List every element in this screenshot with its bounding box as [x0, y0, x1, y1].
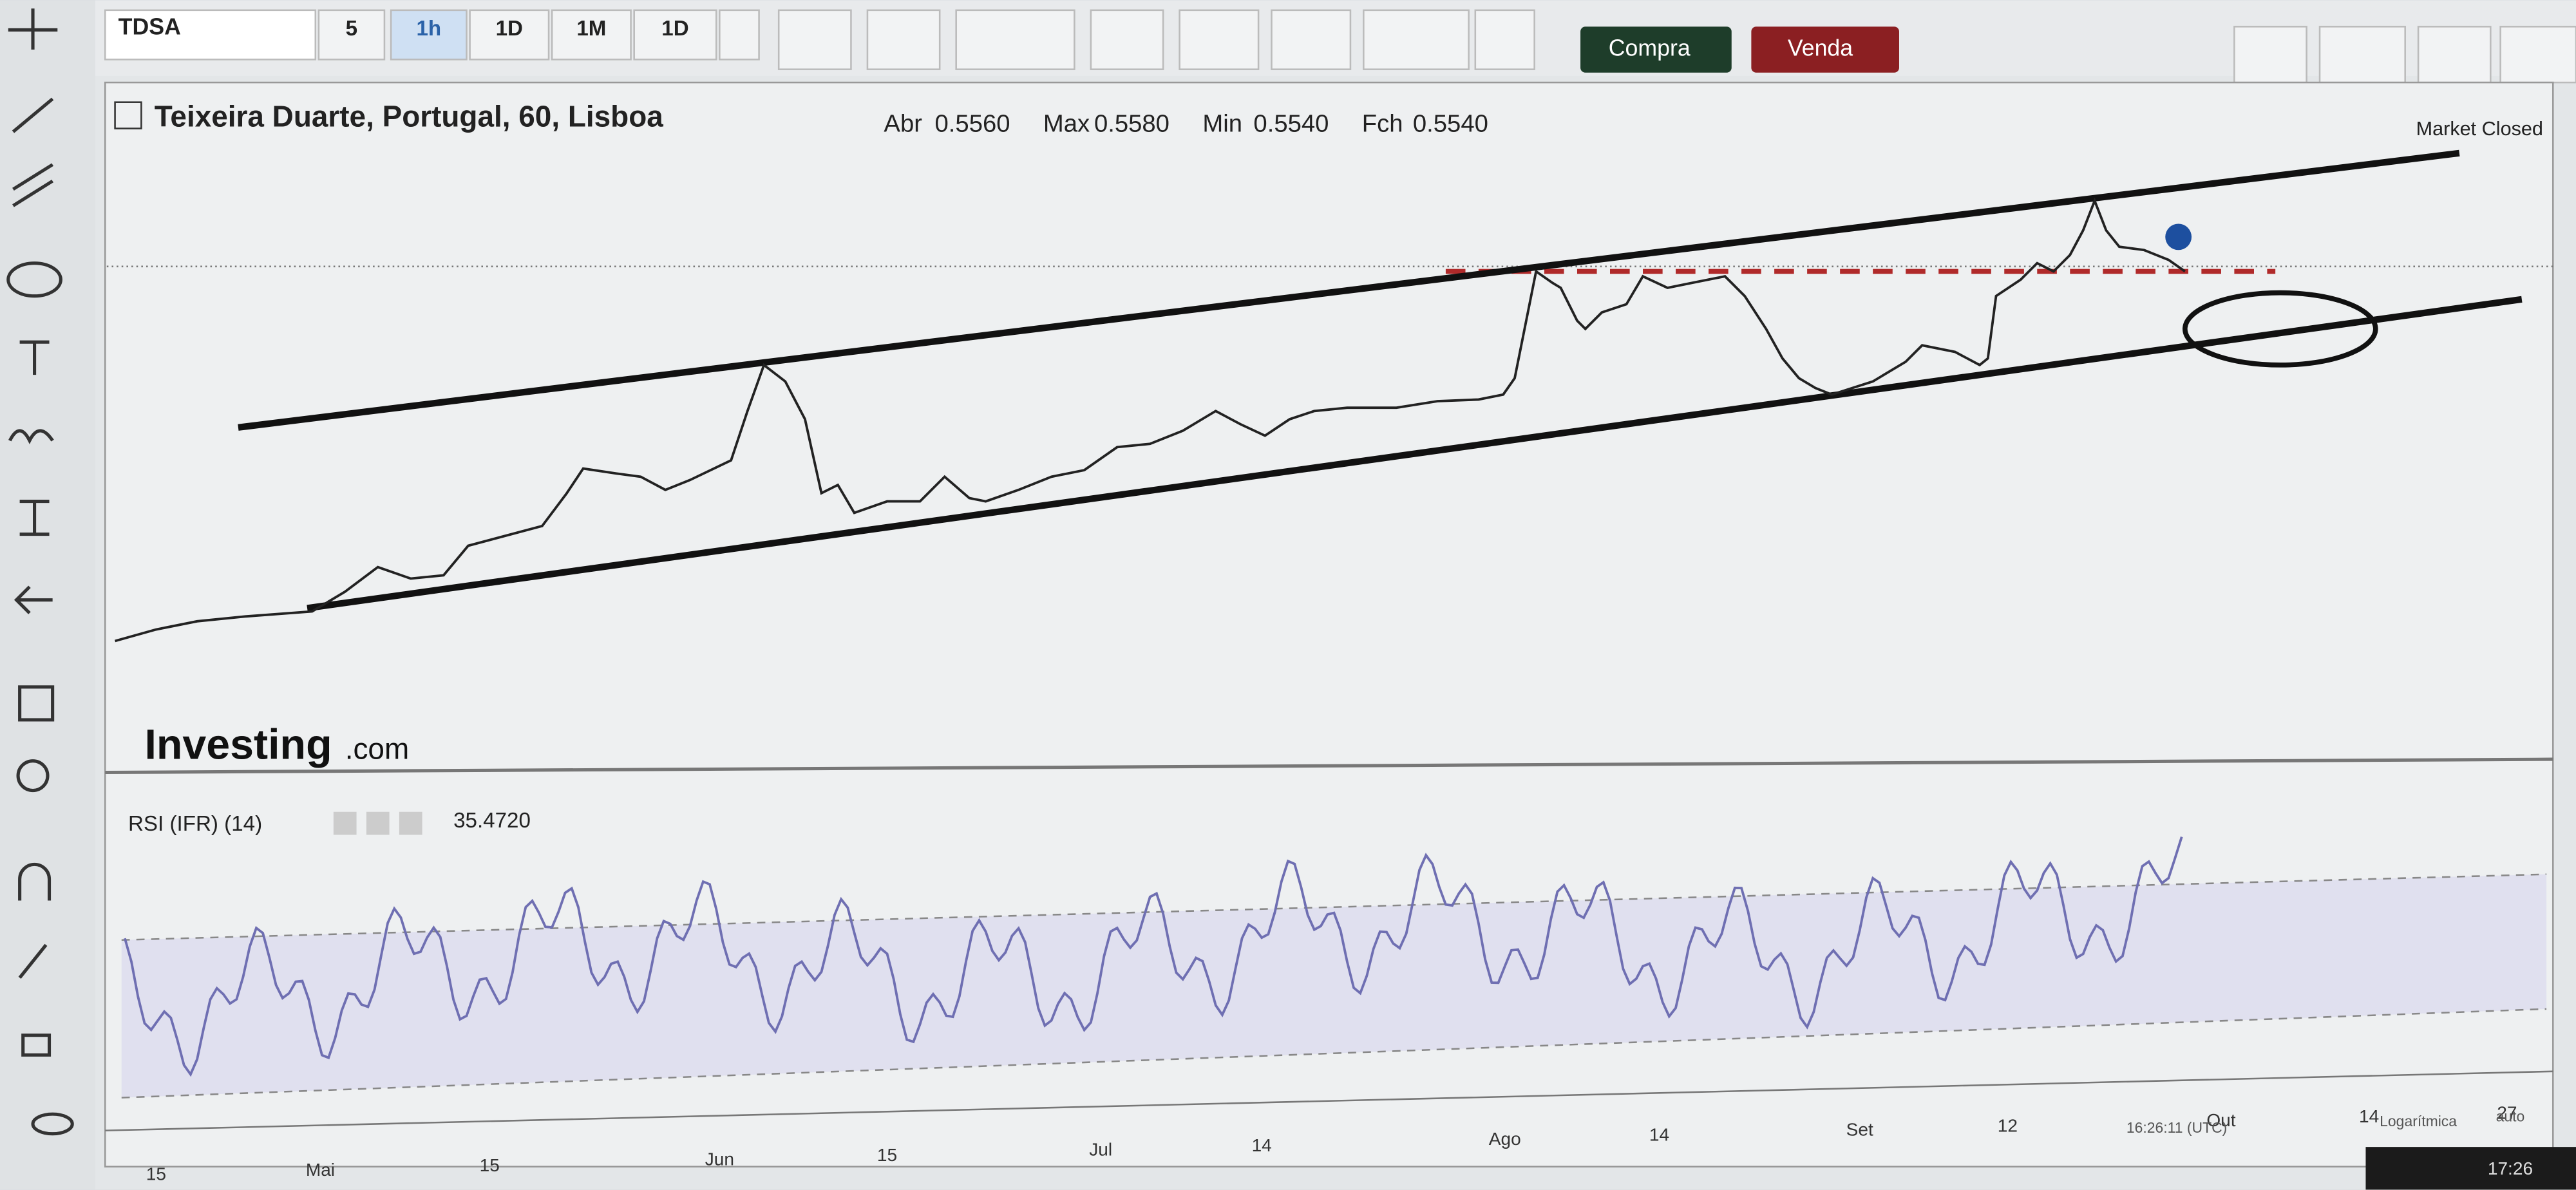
zoom-tool[interactable] — [16, 759, 50, 793]
area-button[interactable] — [866, 9, 941, 70]
chart-title: Teixeira Duarte, Portugal, 60, Lisboa — [155, 99, 663, 133]
indicators-button[interactable] — [1179, 9, 1260, 70]
cloud-down-button[interactable] — [2417, 26, 2492, 84]
ohlc-value: 0.5540 — [1413, 110, 1488, 138]
x-tick-label: Out — [2206, 1110, 2235, 1130]
clock: 17:26 — [2488, 1158, 2533, 1178]
cloud-up-button[interactable] — [2499, 26, 2576, 84]
ohlc-value: 0.5540 — [1253, 110, 1329, 138]
rsi-value: 35.4720 — [453, 809, 531, 833]
rsi-lower-level — [121, 1008, 2547, 1099]
pane-divider — [105, 757, 2553, 775]
alert-button[interactable] — [1474, 9, 1535, 70]
interval-label: 1D — [661, 17, 688, 41]
footer-time: 16:26:11 (UTC) — [2126, 1119, 2227, 1136]
buy-label: Compra — [1609, 35, 1690, 61]
interval-label: 1M — [576, 17, 606, 41]
magnet-tool[interactable] — [18, 862, 52, 901]
event-marker[interactable] — [2165, 223, 2192, 250]
ohlc-label: Min — [1202, 110, 1242, 138]
price-line — [115, 197, 2186, 643]
shape-tool[interactable] — [6, 261, 62, 298]
color-button[interactable] — [2318, 26, 2406, 84]
collapse-box[interactable] — [114, 101, 142, 129]
visibility-tool[interactable] — [31, 1112, 74, 1136]
settings-button[interactable] — [1090, 9, 1164, 70]
interval-button[interactable] — [317, 9, 386, 61]
x-tick-label: Jul — [1089, 1139, 1112, 1159]
x-tick-label: 27 — [2497, 1102, 2517, 1122]
ohlc-value: 0.5560 — [935, 110, 1010, 138]
interval-menu[interactable] — [719, 9, 760, 61]
market-status: Market Closed — [2416, 118, 2543, 140]
interval-button[interactable] — [390, 9, 468, 61]
x-tick-label: 15 — [146, 1164, 166, 1184]
rsi-band — [121, 874, 2547, 1098]
back-tool[interactable] — [14, 585, 53, 614]
measure-tool[interactable] — [19, 500, 50, 536]
sidebar — [0, 0, 95, 1190]
undo-redo-button[interactable] — [1363, 9, 1470, 70]
x-tick-label: 14 — [1252, 1135, 1272, 1155]
lock-drawing-tool[interactable] — [18, 943, 48, 979]
highlight-ellipse — [2183, 290, 2378, 368]
upper-trendline — [238, 149, 2460, 431]
interval-label: 5 — [346, 17, 357, 41]
interval-label: 1h — [416, 17, 441, 41]
channel-tool[interactable] — [12, 163, 53, 207]
ohlc-group: Abr 0.5560 Max 0.5580 Min 0.5540 Fch 0.5540 — [884, 110, 1488, 138]
x-tick-label: Mai — [306, 1160, 335, 1180]
interval-label: 1D — [496, 17, 523, 41]
symbol: TDSA — [118, 14, 181, 39]
lower-trendline — [307, 296, 2523, 612]
rsi-remove[interactable] — [399, 811, 422, 835]
x-tick-label: 14 — [1649, 1125, 1669, 1145]
toolbar-buttons — [777, 9, 2576, 84]
x-tick-label: 14 — [2359, 1106, 2379, 1126]
compare-button[interactable] — [1271, 9, 1352, 70]
x-tick-label: Jun — [705, 1149, 734, 1169]
ohlc-label: Fch — [1362, 110, 1403, 138]
interval-group: 5 1h 1D 1M 1D — [317, 9, 717, 61]
x-axis: 15 Mai 15 Jun 15 Jul 14 Ago 14 Set 12 Out 14 27 — [146, 1102, 2517, 1184]
sell-label: Venda — [1788, 35, 1853, 61]
interval-button[interactable] — [551, 9, 632, 61]
candle-button[interactable] — [777, 9, 852, 70]
sell-button[interactable] — [1751, 26, 1899, 73]
footer-auto[interactable]: auto — [2496, 1108, 2525, 1124]
indicators-tool[interactable] — [18, 685, 55, 722]
x-tick-label: 15 — [480, 1155, 500, 1175]
symbol-box[interactable] — [104, 9, 317, 61]
line-tool[interactable] — [12, 97, 54, 133]
footer-scale[interactable]: Logarítmica — [2380, 1113, 2457, 1129]
ohlc-label: Abr — [884, 110, 922, 138]
rsi-settings[interactable] — [333, 811, 357, 835]
camera-button[interactable] — [2233, 26, 2307, 84]
ohlc-value: 0.5580 — [1094, 110, 1170, 138]
ohlc-label: Max — [1043, 110, 1090, 138]
rsi-line — [124, 836, 2183, 1077]
rsi-visibility[interactable] — [366, 811, 390, 835]
taskbar — [2365, 1147, 2576, 1190]
sidebar-icons — [6, 8, 74, 1136]
lock-tool[interactable] — [21, 1034, 52, 1057]
interval-button[interactable] — [633, 9, 717, 61]
watermark: Investing — [144, 721, 332, 769]
x-tick-label: Set — [1846, 1120, 1873, 1140]
bars-button[interactable] — [955, 9, 1075, 70]
rsi-label: RSI (IFR) (14) — [128, 812, 262, 836]
text-tool[interactable] — [19, 340, 50, 375]
x-tick-label: 12 — [1998, 1116, 2018, 1136]
x-axis-line — [105, 1070, 2553, 1131]
crosshair-tool[interactable] — [8, 8, 58, 50]
watermark-suffix: .com — [345, 732, 409, 765]
interval-button[interactable] — [469, 9, 550, 61]
buy-button[interactable] — [1580, 26, 1732, 73]
x-tick-label: Ago — [1489, 1129, 1521, 1149]
pattern-tool[interactable] — [8, 429, 54, 444]
rsi-upper-level — [121, 873, 2547, 941]
x-tick-label: 15 — [877, 1145, 897, 1165]
